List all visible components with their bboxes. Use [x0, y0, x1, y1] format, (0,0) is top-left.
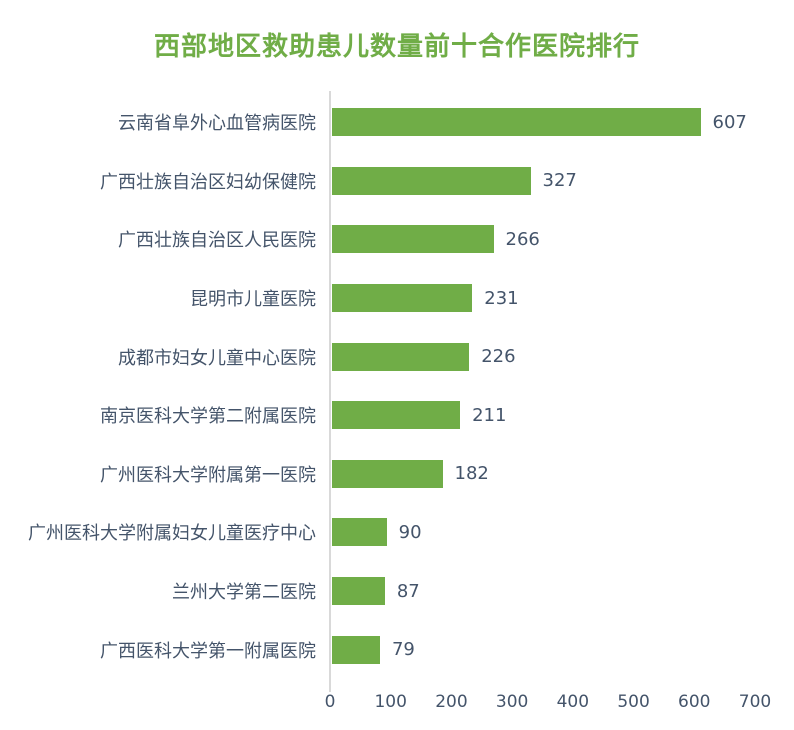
bar-track: 211: [332, 401, 794, 430]
value-label: 607: [712, 111, 747, 133]
x-tick-label: 400: [556, 692, 590, 712]
category-label: 广州医科大学附属第一医院: [100, 464, 316, 486]
value-label: 226: [481, 346, 516, 368]
category-label: 南京医科大学第二附属医院: [100, 406, 316, 428]
bar-row: 南京医科大学第二附属医院 211: [0, 386, 794, 445]
bar-track: 231: [332, 284, 794, 313]
value-label: 327: [542, 170, 577, 192]
x-tick-label: 100: [374, 692, 407, 712]
bar-row: 广州医科大学附属第一医院 182: [0, 445, 794, 504]
value-label: 90: [398, 521, 422, 543]
category-label: 兰州大学第二医院: [172, 582, 316, 604]
bar-row: 广西医科大学第一附属医院 79: [0, 620, 794, 679]
x-tick-label: 300: [495, 692, 529, 712]
bar: [332, 108, 701, 137]
value-label: 87: [396, 580, 420, 602]
bar-track: 607: [332, 108, 794, 137]
category-label: 云南省阜外心血管病医院: [118, 113, 316, 135]
bar: [332, 518, 387, 547]
x-tick-label: 600: [678, 692, 711, 712]
value-label: 182: [454, 463, 489, 485]
bar: [332, 225, 494, 254]
bar-row: 昆明市儿童医院 231: [0, 269, 794, 328]
bar: [332, 401, 461, 430]
bar-row: 兰州大学第二医院 87: [0, 562, 794, 621]
category-label: 广西壮族自治区妇幼保健院: [100, 171, 316, 193]
chart-title: 西部地区救助患儿数量前十合作医院排行: [153, 32, 640, 62]
bar-track: 90: [332, 518, 794, 547]
bar: [332, 284, 473, 313]
bar: [332, 459, 443, 488]
x-axis: 0 100 200 300 400 500 600 700: [325, 692, 772, 716]
bar-track: 87: [332, 577, 794, 606]
bar-track: 182: [332, 459, 794, 488]
bar: [332, 635, 380, 664]
x-tick-label: 200: [435, 692, 468, 712]
category-label: 广西医科大学第一附属医院: [100, 640, 316, 662]
bar: [332, 577, 385, 606]
bar: [332, 166, 531, 195]
category-label: 昆明市儿童医院: [190, 289, 316, 311]
y-axis-line: [329, 91, 331, 692]
value-label: 231: [484, 287, 519, 309]
bar: [332, 342, 470, 371]
category-label: 成都市妇女儿童中心医院: [118, 347, 316, 369]
bar-track: 266: [332, 225, 794, 254]
category-label: 广西壮族自治区人民医院: [118, 230, 316, 252]
bar-track: 226: [332, 342, 794, 371]
bar-row: 成都市妇女儿童中心医院 226: [0, 327, 794, 386]
bar-row: 广西壮族自治区人民医院 266: [0, 210, 794, 269]
bar-track: 79: [332, 635, 794, 664]
bar-row: 广西壮族自治区妇幼保健院 327: [0, 152, 794, 211]
bar-row: 广州医科大学附属妇女儿童医疗中心 90: [0, 503, 794, 562]
value-label: 266: [505, 228, 540, 250]
x-tick-label: 0: [324, 692, 336, 712]
value-label: 79: [391, 639, 415, 661]
x-tick-label: 700: [738, 692, 772, 712]
x-tick-label: 500: [617, 692, 650, 712]
plot-rows: 云南省阜外心血管病医院 607 广西壮族自治区妇幼保健院 327 广西壮族自治区人民医院…: [0, 93, 794, 679]
bar-track: 327: [332, 166, 794, 195]
value-label: 211: [472, 404, 507, 426]
bar-row: 云南省阜外心血管病医院 607: [0, 93, 794, 152]
category-label: 广州医科大学附属妇女儿童医疗中心: [28, 523, 316, 545]
